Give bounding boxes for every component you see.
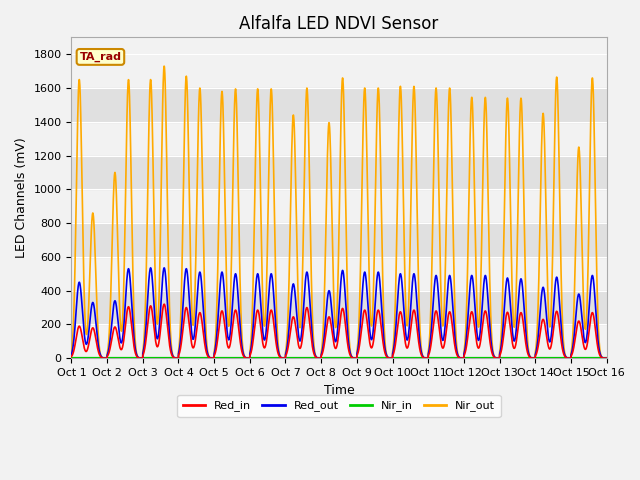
Nir_out [273, 322, 281, 328]
Red_in [68, 354, 76, 360]
Line: Nir_out: Nir_out [72, 66, 607, 358]
Nir_out [160, 63, 168, 69]
Nir_in [161, 355, 168, 360]
Red_out [296, 338, 304, 344]
Bar [72, 291, 607, 324]
Nir_out [296, 324, 304, 330]
Nir_in [129, 355, 136, 360]
Red_in [273, 346, 281, 352]
Red_out [161, 266, 168, 272]
Red_in [160, 301, 168, 307]
X-axis label: Time: Time [324, 384, 355, 396]
Nir_in [68, 355, 76, 360]
Red_in [129, 334, 136, 339]
Line: Red_out: Red_out [72, 268, 607, 358]
Nir_out [535, 282, 543, 288]
Text: TA_rad: TA_rad [79, 52, 122, 62]
Red_in [296, 346, 304, 351]
Red_in [161, 302, 168, 308]
Nir_in [534, 355, 542, 360]
Nir_out [68, 349, 76, 355]
Red_in [535, 340, 543, 346]
Nir_out [129, 263, 136, 268]
Red_in [103, 355, 111, 361]
Nir_in [273, 355, 280, 360]
Nir_in [296, 355, 303, 360]
Bar [72, 156, 607, 189]
Line: Red_in: Red_in [72, 304, 607, 358]
Red_in [593, 335, 600, 340]
Nir_out [593, 253, 600, 259]
Nir_out [103, 355, 111, 361]
Nir_in [592, 355, 600, 360]
Red_out [147, 265, 154, 271]
Red_out [593, 318, 600, 324]
Red_out [103, 355, 111, 361]
Bar [72, 223, 607, 257]
Red_out [129, 318, 136, 324]
Red_out [603, 355, 611, 361]
Red_out [68, 351, 76, 357]
Red_out [535, 328, 543, 334]
Title: Alfalfa LED NDVI Sensor: Alfalfa LED NDVI Sensor [239, 15, 438, 33]
Nir_out [603, 355, 611, 361]
Legend: Red_in, Red_out, Nir_in, Nir_out: Red_in, Red_out, Nir_in, Nir_out [177, 395, 500, 417]
Y-axis label: LED Channels (mV): LED Channels (mV) [15, 137, 28, 258]
Red_in [603, 355, 611, 361]
Bar [72, 88, 607, 122]
Red_out [273, 339, 281, 345]
Nir_out [161, 67, 168, 73]
Nir_in [603, 355, 611, 360]
